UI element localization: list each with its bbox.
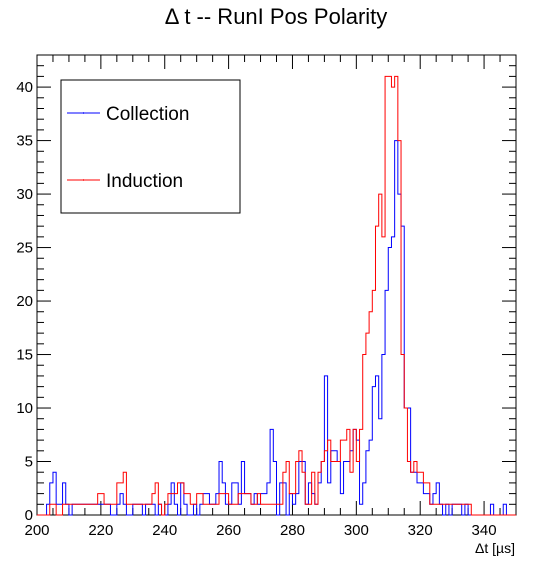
- x-axis: 200 220 240 260 280 300 320 340: [24, 55, 517, 539]
- x-tick-label: 220: [88, 522, 113, 539]
- x-tick-label: 240: [152, 522, 177, 539]
- x-axis-title: Δt [µs]: [475, 540, 515, 556]
- y-tick-label: 5: [25, 454, 33, 471]
- x-tick-label: 200: [24, 522, 49, 539]
- legend-label-collection: Collection: [106, 104, 189, 125]
- y-tick-label: 30: [16, 186, 33, 203]
- x-tick-label: 340: [472, 522, 497, 539]
- series-induction-line: [37, 75, 516, 516]
- y-tick-label: 35: [16, 133, 33, 150]
- y-tick-label: 40: [16, 79, 33, 96]
- y-tick-label: 0: [25, 507, 33, 524]
- x-tick-label: 260: [216, 522, 241, 539]
- y-tick-label: 15: [16, 347, 33, 364]
- y-axis: 0 5 10 15 20 25 30 35 40: [16, 54, 516, 524]
- series-layer: [37, 75, 516, 516]
- chart-title: Δ t -- RunI Pos Polarity: [165, 4, 388, 29]
- legend-box: [60, 79, 241, 214]
- y-tick-label: 20: [16, 293, 33, 310]
- legend: Collection Induction: [60, 79, 241, 214]
- legend-label-induction: Induction: [106, 171, 183, 192]
- x-tick-label: 300: [344, 522, 369, 539]
- x-tick-label: 280: [280, 522, 305, 539]
- x-tick-label: 320: [408, 522, 433, 539]
- y-tick-label: 10: [16, 400, 33, 417]
- y-tick-label: 25: [16, 240, 33, 257]
